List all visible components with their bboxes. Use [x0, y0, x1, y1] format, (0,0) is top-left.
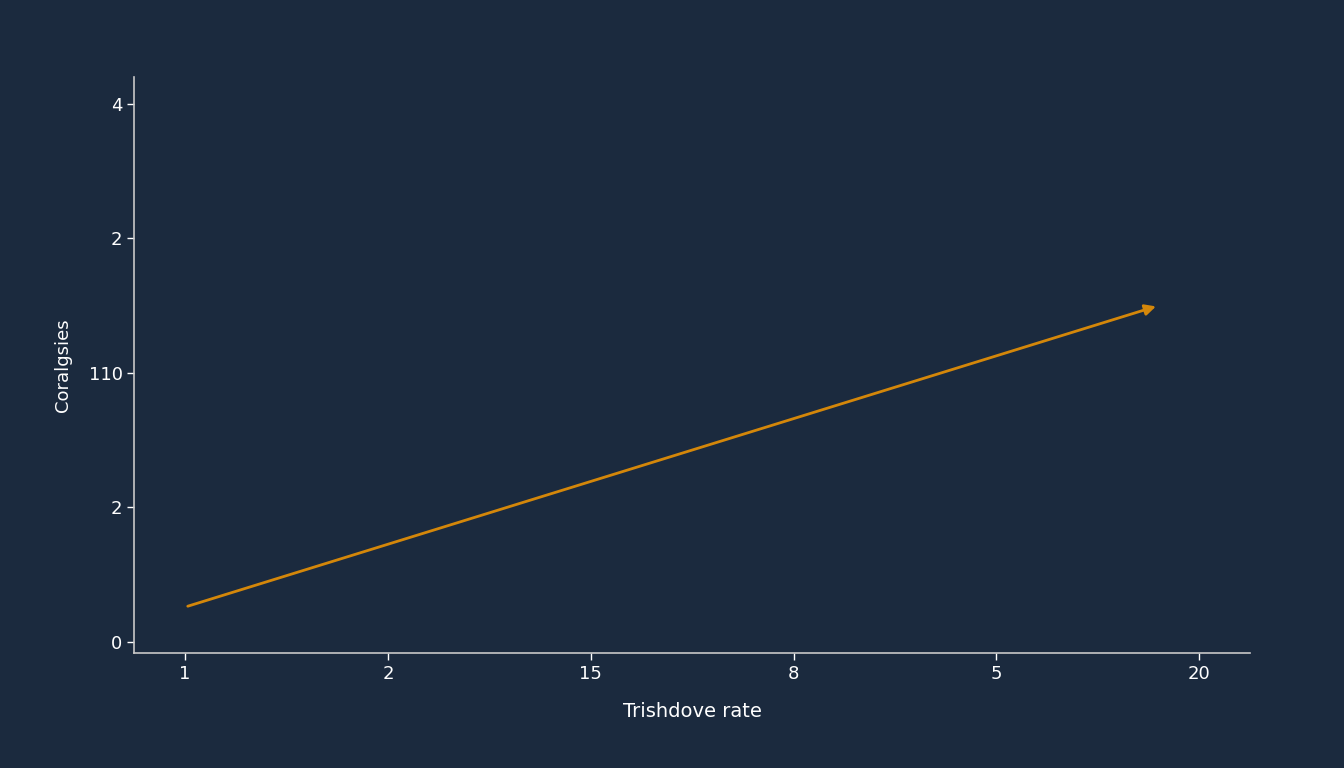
X-axis label: Trishdove rate: Trishdove rate: [622, 702, 762, 721]
Y-axis label: Coralgsies: Coralgsies: [54, 318, 73, 412]
